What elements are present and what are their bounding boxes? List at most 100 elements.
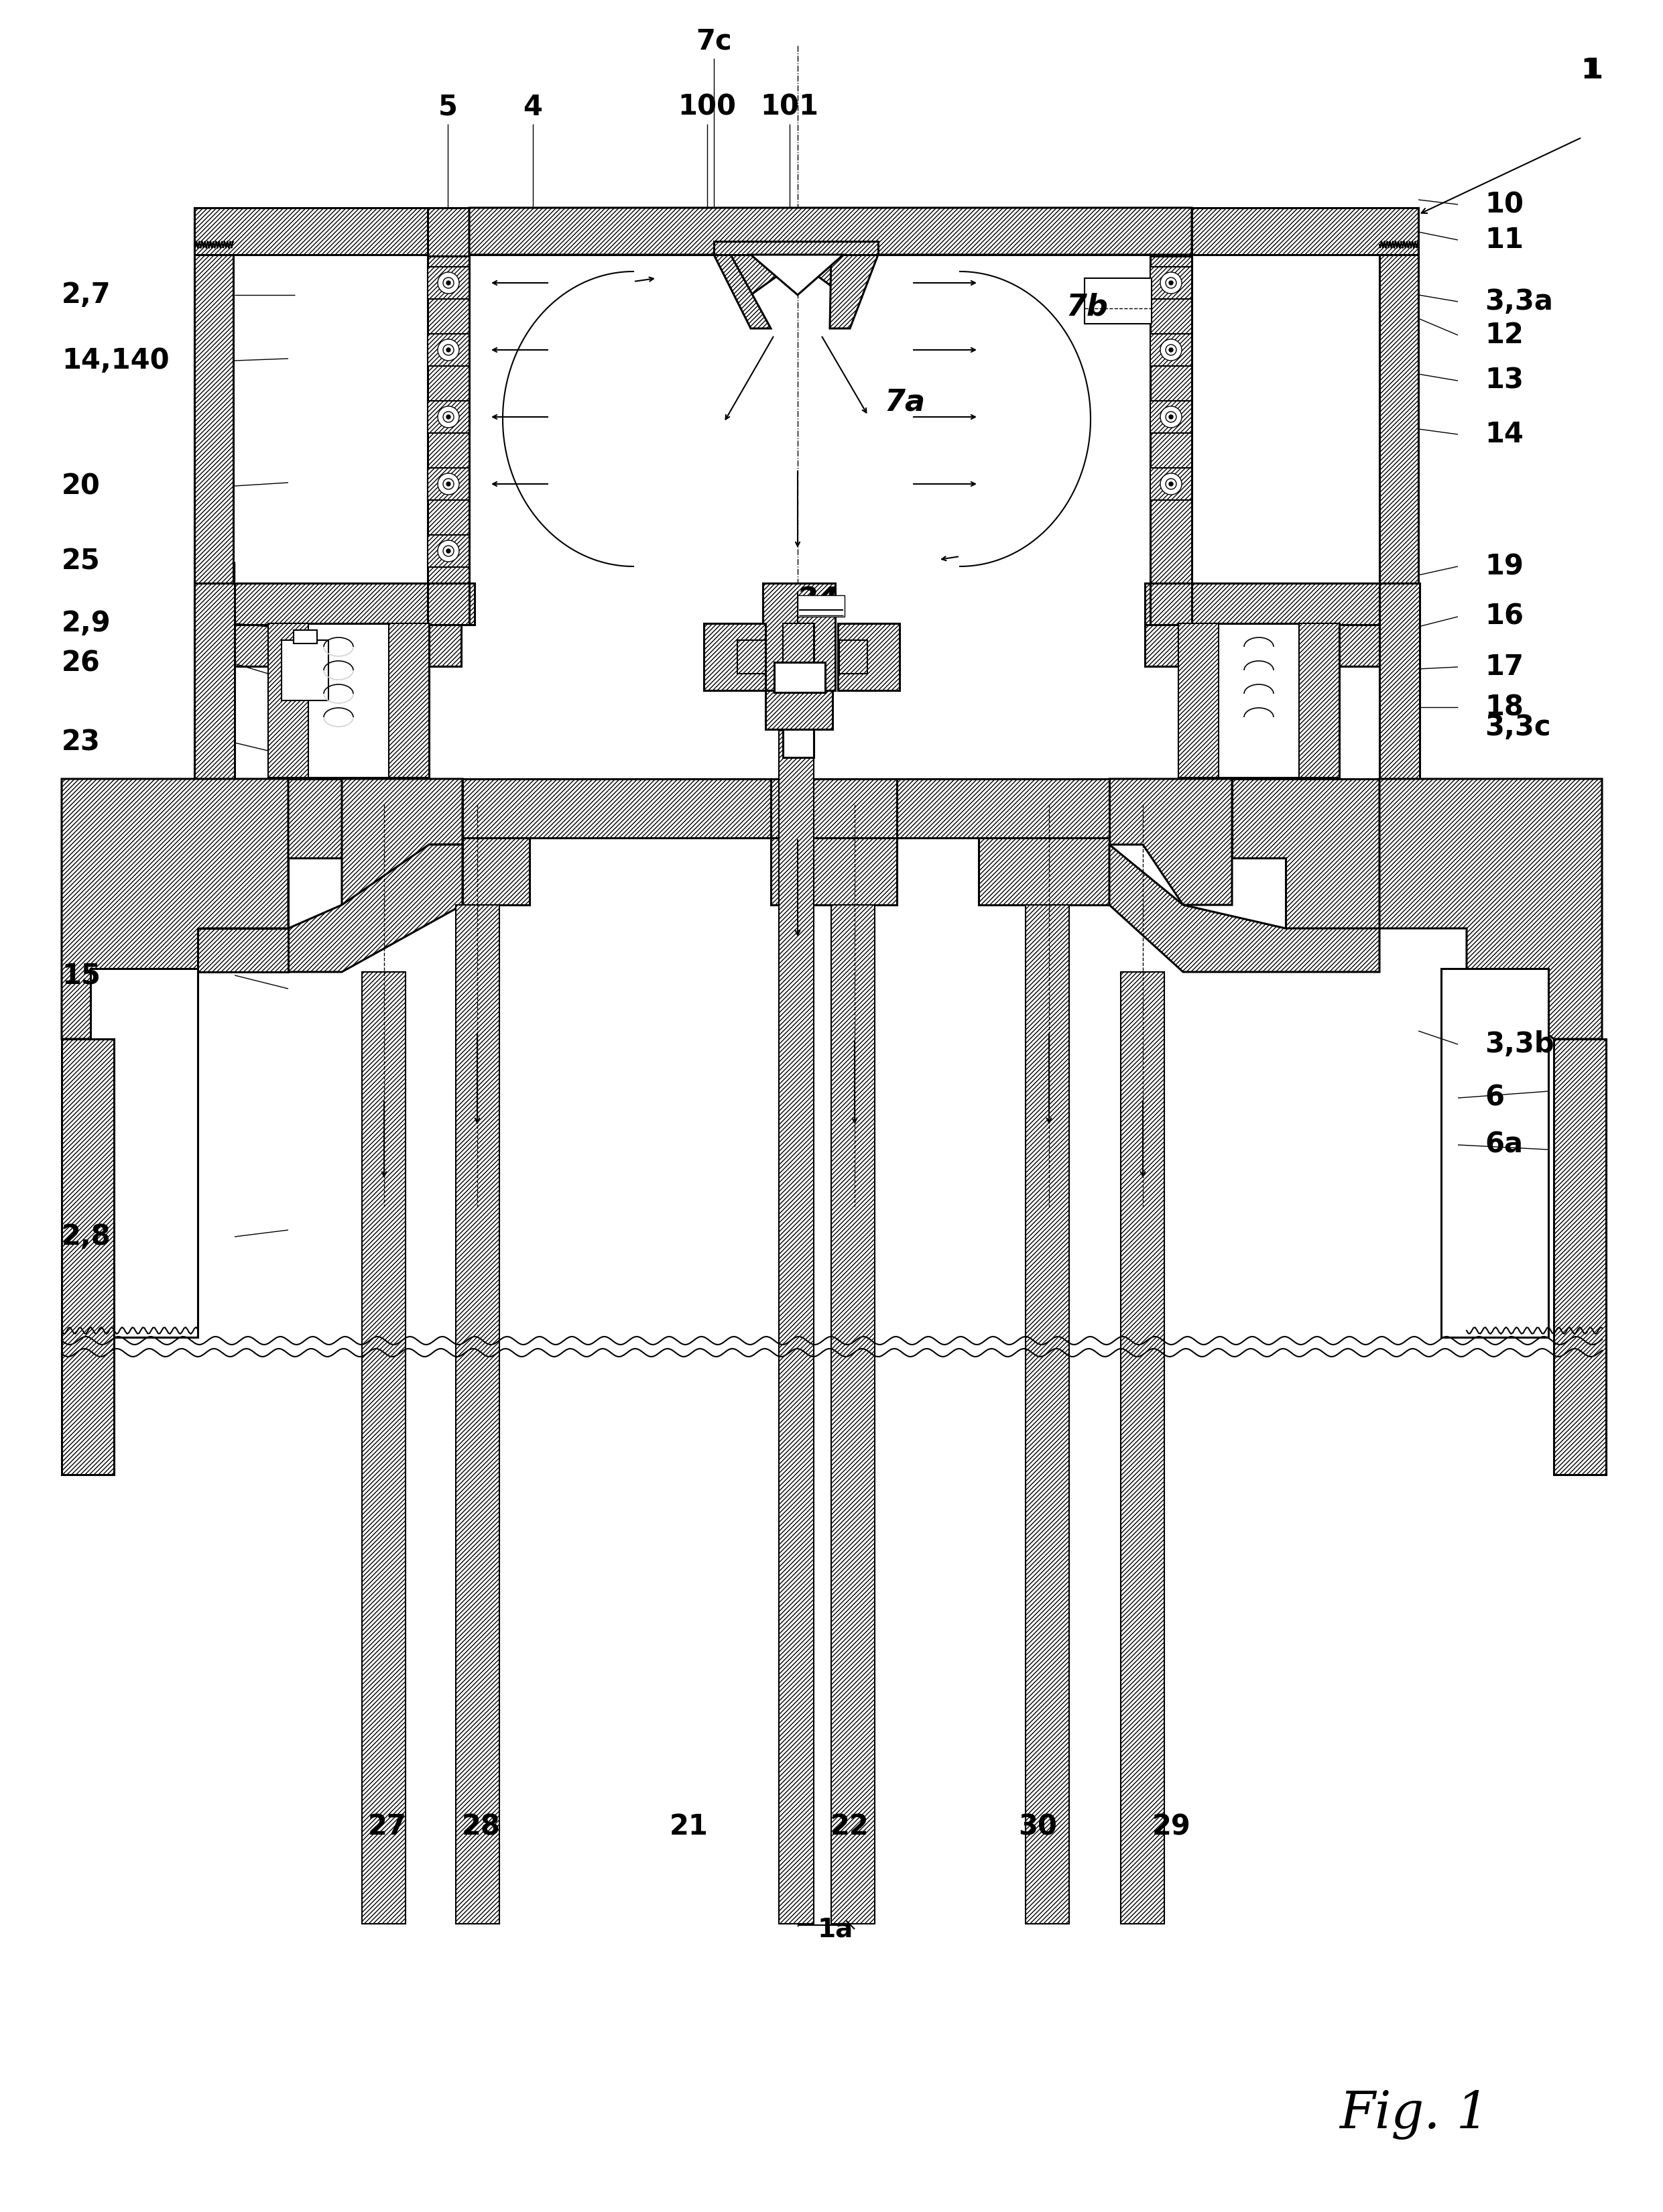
Bar (1151, 254, 1192, 624)
Circle shape (1166, 478, 1176, 489)
Circle shape (437, 407, 459, 427)
Text: 15: 15 (62, 962, 100, 989)
Text: 28: 28 (462, 1812, 501, 1840)
Bar (195, 208, 1419, 254)
Text: 101: 101 (760, 93, 818, 122)
Circle shape (1169, 347, 1172, 352)
Bar (838, 624, 900, 690)
Circle shape (1166, 276, 1176, 288)
Bar (765, 690, 833, 730)
Bar (281, 639, 329, 701)
Text: 7b: 7b (1066, 292, 1108, 321)
Text: 23: 23 (62, 728, 100, 757)
Text: 30: 30 (1018, 1812, 1058, 1840)
Text: Fig. 1: Fig. 1 (1339, 2090, 1488, 2139)
Bar (462, 838, 529, 905)
Text: 17: 17 (1485, 653, 1523, 681)
Bar (1151, 208, 1192, 257)
Polygon shape (288, 845, 462, 971)
Bar (1026, 905, 1069, 1924)
Bar (1380, 584, 1420, 779)
Circle shape (446, 549, 451, 553)
Bar (195, 584, 234, 779)
Bar (195, 208, 233, 637)
Bar (1151, 400, 1192, 434)
Circle shape (442, 478, 454, 489)
Polygon shape (1380, 779, 1601, 1040)
Bar (775, 661, 825, 692)
Text: 6: 6 (1485, 1084, 1503, 1113)
Bar (1151, 584, 1192, 624)
Text: 7a: 7a (885, 387, 925, 416)
Circle shape (442, 546, 454, 557)
Text: 2,7: 2,7 (62, 281, 111, 310)
Bar (268, 624, 308, 779)
Bar (427, 334, 469, 365)
Circle shape (1169, 482, 1172, 487)
Bar (772, 838, 896, 905)
Bar (1553, 1040, 1606, 1475)
Bar (427, 584, 469, 624)
Bar (896, 779, 1109, 838)
Bar (233, 584, 474, 624)
Text: 14,140: 14,140 (62, 347, 170, 374)
Text: 12: 12 (1485, 321, 1523, 349)
Text: 27: 27 (368, 1812, 407, 1840)
Bar (427, 208, 469, 257)
Circle shape (1169, 416, 1172, 418)
Bar (456, 905, 499, 1924)
Circle shape (1166, 411, 1176, 422)
Circle shape (1161, 338, 1182, 361)
Text: 10: 10 (1485, 190, 1523, 219)
Bar (427, 469, 469, 500)
Circle shape (446, 347, 451, 352)
Bar (703, 624, 765, 690)
Text: 25: 25 (62, 549, 100, 575)
Text: 5: 5 (437, 93, 457, 122)
Bar (1151, 469, 1192, 500)
Circle shape (442, 411, 454, 422)
Text: 4: 4 (524, 93, 542, 122)
Bar (90, 969, 198, 1338)
Circle shape (437, 473, 459, 495)
Bar (737, 639, 765, 675)
Polygon shape (469, 208, 1192, 294)
Polygon shape (713, 241, 878, 254)
Text: 3,3b: 3,3b (1485, 1031, 1555, 1057)
Bar (840, 639, 868, 675)
Bar (1144, 624, 1419, 666)
Circle shape (437, 272, 459, 294)
Bar (1121, 971, 1164, 1924)
Polygon shape (343, 779, 462, 905)
Polygon shape (195, 779, 343, 929)
Text: 19: 19 (1485, 553, 1523, 580)
Circle shape (437, 338, 459, 361)
Bar (62, 1040, 115, 1475)
Circle shape (1161, 272, 1182, 294)
Circle shape (442, 345, 454, 356)
Circle shape (1161, 407, 1182, 427)
Bar (1299, 624, 1339, 779)
Bar (783, 624, 813, 664)
Text: 29: 29 (1152, 1812, 1191, 1840)
Polygon shape (62, 779, 288, 1040)
Polygon shape (198, 929, 288, 971)
Text: 2,8: 2,8 (62, 1223, 111, 1250)
Text: 11: 11 (1485, 226, 1523, 254)
Text: 100: 100 (679, 93, 737, 122)
Circle shape (1161, 473, 1182, 495)
Bar (832, 905, 875, 1924)
Bar (1151, 268, 1192, 299)
Bar (1380, 208, 1419, 637)
Bar (363, 971, 406, 1924)
Polygon shape (830, 254, 878, 327)
Bar (427, 254, 469, 624)
Text: 7c: 7c (695, 27, 732, 55)
Bar (783, 624, 813, 757)
Circle shape (1166, 345, 1176, 356)
Text: 14: 14 (1485, 420, 1523, 449)
Text: 20: 20 (62, 471, 100, 500)
Bar (233, 624, 461, 666)
Text: 2,9: 2,9 (62, 608, 111, 637)
Text: 21: 21 (670, 1812, 708, 1840)
